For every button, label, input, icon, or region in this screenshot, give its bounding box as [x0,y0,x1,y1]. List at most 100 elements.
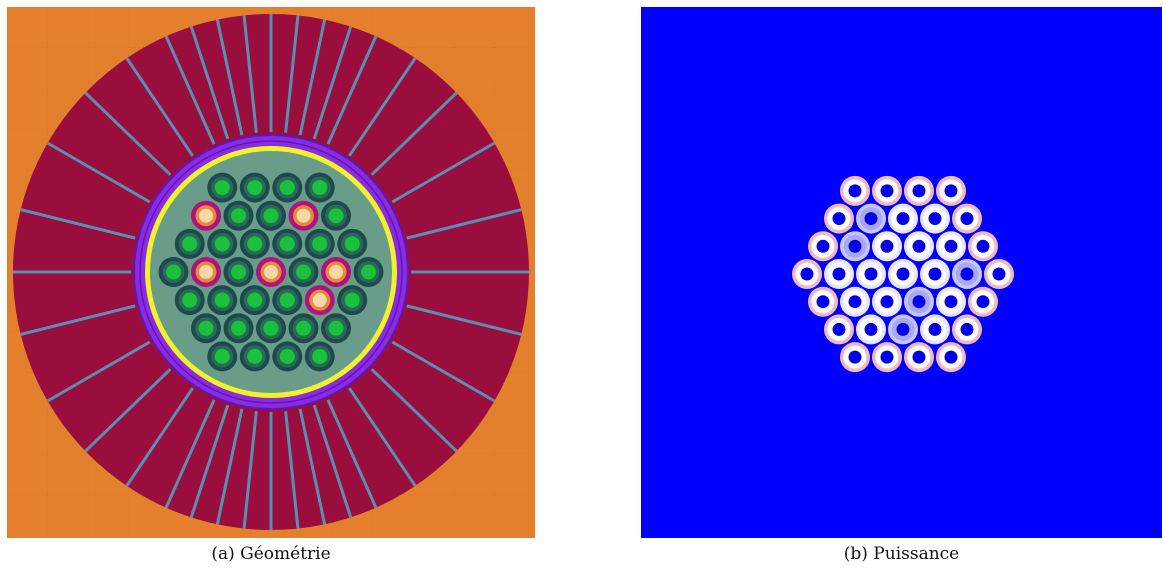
fuel-pin-core [312,348,328,364]
power-pin-core [928,322,942,336]
power-pin-core [864,267,878,281]
power-pin-core [944,184,958,198]
radial-channel [161,29,216,145]
power-pin-core [864,212,878,226]
fuel-pin-core [263,320,279,336]
power-pin-core [928,212,942,226]
special-pin-core [312,293,327,308]
fuel-pin-core [296,320,311,336]
fuel-pin-core [344,292,360,308]
power-pin-core [880,239,894,253]
radial-channel [284,14,301,133]
power-pin-core [896,212,910,226]
fuel-pin-core [247,292,263,308]
radial-channel [370,368,463,458]
radial-channel [40,340,151,406]
fuel-pin-core [344,236,360,252]
power-pin-core [944,350,958,364]
radial-channel [298,14,328,136]
geometry-image [7,7,535,538]
fuel-pin-core [361,264,376,280]
power-pin-core [880,184,894,198]
special-pin-core [264,265,278,279]
power-pin-core [880,295,894,309]
radial-channel [214,14,244,136]
radial-channel [348,51,421,157]
fuel-pin-core [247,348,263,364]
power-pins [792,175,1014,373]
radial-channel [370,86,463,176]
fuel-pin-core [263,208,279,224]
radial-channel [161,399,216,515]
power-pin-core [832,322,846,336]
power-pin-core [912,184,926,198]
radial-channel [326,29,381,145]
fuel-pin-core [182,292,198,308]
fuel-pin-core [214,348,230,364]
radial-channel [187,19,230,140]
radial-channel [121,51,194,157]
power-pin-core [944,295,958,309]
power-pin-core [976,239,990,253]
fuel-pin-core [214,236,230,252]
radial-channel [298,408,328,530]
radial-channel [312,404,355,525]
power-pin-core [816,239,830,253]
power-pin-core [944,239,958,253]
power-pin-core [896,267,910,281]
power-pin-core [896,322,910,336]
radial-channel [312,19,355,140]
power-pin-core [960,322,974,336]
fuel-pin-core [328,208,344,224]
power-pin-core [928,267,942,281]
radial-channel [348,387,421,493]
fuel-pin-core [247,236,263,252]
radial-channel [40,138,151,204]
radial-channel [241,14,258,133]
radial-channel [406,206,529,240]
power-pin-core [848,295,862,309]
radial-channel [187,404,230,525]
fuel-pin-core [231,264,246,280]
fuel-pin-core [279,292,295,308]
radial-channel [391,138,502,204]
radial-channel [79,368,172,458]
barrel-inner-line [139,140,403,404]
radial-channel [79,86,172,176]
radial-channel [13,206,136,240]
fuel-pin-core [279,348,295,364]
radial-channel [326,399,381,515]
power-panel [641,7,1162,538]
fuel-pin-core [247,180,263,196]
radial-channel [241,411,258,530]
power-image [641,7,1162,538]
fuel-pin-core [296,264,311,280]
geometry-panel [7,7,535,538]
power-pin-core [912,295,926,309]
power-pin-core [992,267,1006,281]
power-pin-core [832,212,846,226]
power-pin-core [880,350,894,364]
power-pin-core [912,239,926,253]
fuel-pin-core [231,208,246,224]
power-pin-core [960,267,974,281]
radial-channel [214,408,244,530]
radial-channel [13,304,136,338]
fuel-pin-core [198,320,214,336]
fuel-pins [158,172,384,372]
fuel-pin-core [312,180,328,196]
special-pin-core [329,265,343,279]
special-pin-core [199,208,213,223]
power-caption: (b) Puissance [843,544,960,564]
power-pin-core [848,350,862,364]
radial-channel [391,340,502,406]
fuel-pin-core [279,180,295,196]
power-pin-core [832,267,846,281]
special-pin-core [199,265,213,279]
power-pin-core [848,184,862,198]
fuel-pin-core [328,320,344,336]
power-pin-core [976,295,990,309]
channel-lines [13,14,529,530]
power-pin-core [960,212,974,226]
power-pin-core [848,239,862,253]
